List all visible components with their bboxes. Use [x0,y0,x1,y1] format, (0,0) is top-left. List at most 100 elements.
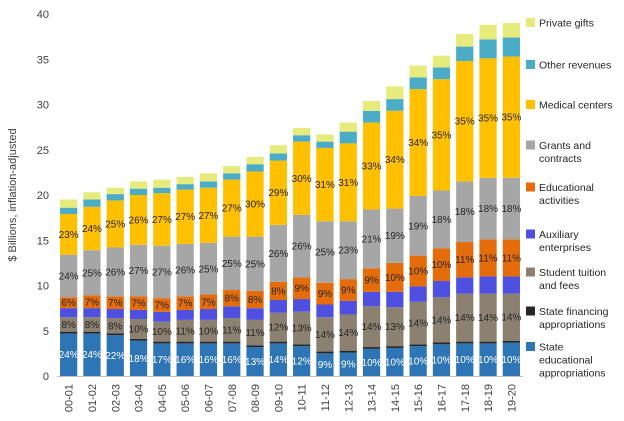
bar-segment [129,309,148,319]
bar-segment [246,347,264,376]
y-tick-label: 0 [43,371,49,383]
legend-swatch [526,100,535,109]
x-tick-label: 03-04 [134,384,146,412]
data-label: 18% [455,207,475,218]
bar-segment [83,206,101,251]
data-label: 25% [82,268,102,279]
legend-label: State educational appropriations [539,342,606,380]
bar-segment [199,309,218,320]
legend-label: Educational activities [539,182,594,207]
bar-segment [83,333,101,376]
bar-segment [153,321,171,342]
bar-segment [502,37,520,57]
bar-segment [223,318,241,342]
bar-segment [129,318,148,339]
bar-segment [432,280,451,298]
bar-segment [60,207,78,215]
bar-segment [199,242,218,295]
bar-segment [502,177,520,240]
data-label: 24% [82,224,102,235]
bar-segment [83,192,101,200]
bar-segment [129,244,148,297]
bar-segment [316,353,334,377]
bar-segment [269,312,287,342]
plot-area: 24%8%6%24%23%24%8%7%25%24%22%8%7%26%25%1… [7,9,523,412]
data-label: 25% [315,248,335,259]
x-tick-label: 10-11 [297,384,309,411]
bar-segment [456,293,474,342]
data-label: 10% [431,260,451,271]
data-label: 27% [129,266,149,277]
bar-segment [316,147,334,222]
bar-segment [129,181,148,189]
data-label: 13% [245,357,265,368]
data-label: 7% [85,297,100,308]
bar-segment [409,195,427,256]
data-label: 35% [431,130,451,141]
bar-segment [129,188,148,195]
bar-segment [339,221,357,280]
data-label: 16% [198,355,218,366]
bar-segment [432,297,451,343]
bar-segment [479,24,497,40]
bar-segment [293,346,311,376]
bar-segment [456,46,474,62]
bar-segment [456,277,474,294]
data-label: 34% [408,138,428,149]
bar-segment [246,236,264,291]
x-tick-label: 05-06 [180,384,192,412]
data-label: 25% [198,264,218,275]
data-label: 14% [478,313,498,324]
bar-segment [339,122,357,132]
bar-segment [60,254,78,298]
data-label: 9% [341,360,356,371]
data-label: 18% [129,354,149,365]
data-label: 10% [478,355,498,366]
bar-segment [199,294,218,310]
bar-segment [479,343,497,376]
bar-segment [153,311,171,322]
data-label: 18% [501,204,521,215]
data-label: 11% [222,325,241,336]
bar-segment [60,199,78,208]
bar-segment [293,299,311,312]
legend-swatch [526,182,535,192]
bar-segment [199,319,218,342]
bar-segment [106,333,124,336]
bar-segment [153,298,171,312]
data-label: 10% [198,326,218,337]
bar-segment [153,245,171,299]
legend-swatch [526,60,535,69]
bar-segment [479,293,497,342]
bar-segment [129,195,148,245]
data-label: 16% [175,355,195,366]
legend-label: Grants and contracts [539,140,591,165]
data-label: 35% [455,117,475,128]
bar-segment [106,187,124,195]
data-label: 27% [175,212,195,223]
x-tick-label: 13-14 [367,384,379,412]
legend-label: State financing appropriations [539,306,609,331]
bar-segment [456,181,474,243]
data-label: 31% [315,180,335,191]
bar-segment [386,208,404,263]
data-label: 14% [431,315,451,326]
bar-segment [502,342,520,376]
data-label: 10% [501,355,521,366]
x-tick-label: 19-20 [506,384,518,412]
data-label: 12% [292,357,312,368]
bar-segment [176,176,194,185]
bar-segment [269,281,287,300]
bar-segment [386,347,404,376]
bar-segment [106,318,124,334]
bar-segment [293,135,311,142]
data-label: 22% [105,351,125,362]
bar-segment [386,110,404,209]
x-tick-label: 14-15 [390,384,402,412]
bar-segment [153,187,171,194]
bar-segment [479,58,497,178]
bar-segment [83,199,101,207]
data-label: 8% [108,321,123,332]
bar-segment [199,341,218,344]
data-label: 8% [61,320,76,331]
